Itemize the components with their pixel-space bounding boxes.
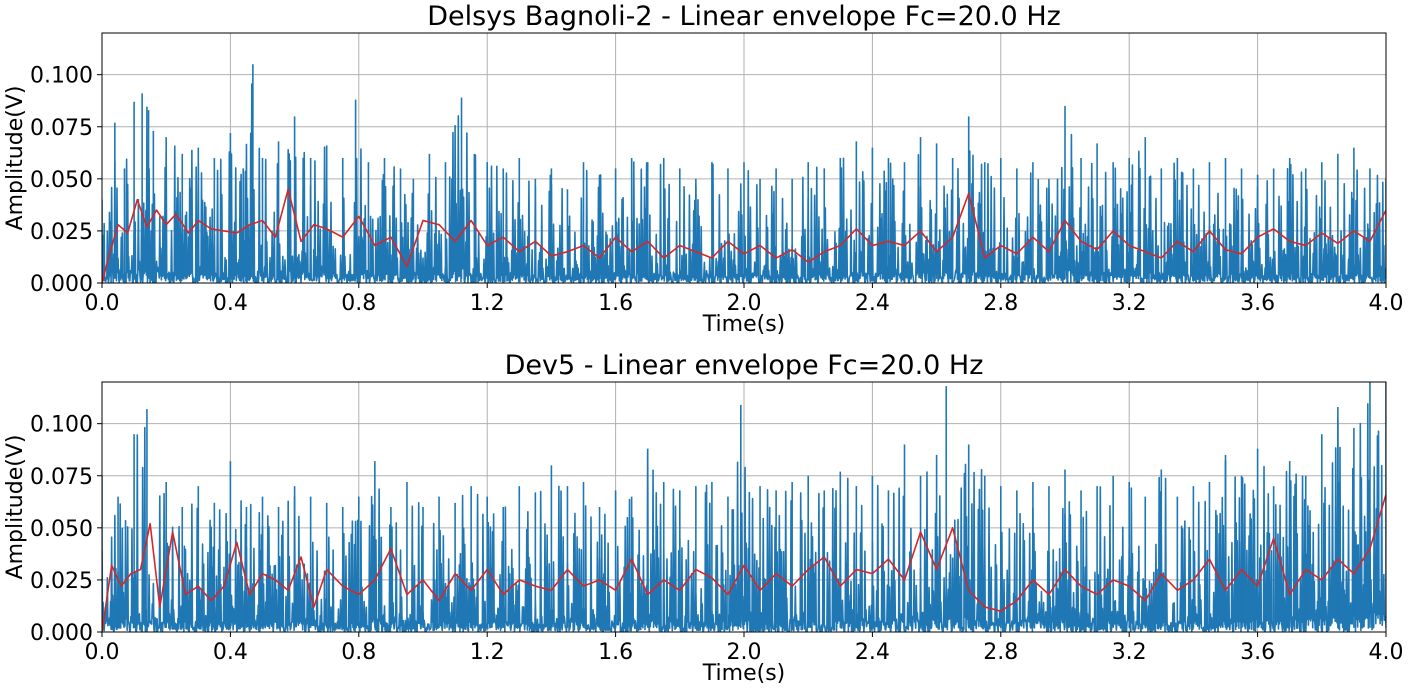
chart-panel-1: 0.0 0.4 0.8 1.2 1.6 2.0 2.4 2.8 3.2 3.6 4.0 0.000 0.… — [3, 1, 1404, 337]
x-tick-label: 3.6 — [1240, 291, 1275, 316]
y-tick-label: 0.075 — [30, 465, 93, 490]
y-tick-label: 0.000 — [30, 621, 93, 646]
x-tick-label: 1.2 — [470, 291, 505, 316]
y-tick-label: 0.100 — [30, 413, 93, 438]
x-tick-label: 3.2 — [1112, 640, 1147, 665]
y-tick-label: 0.025 — [30, 220, 93, 245]
y-tick-label: 0.050 — [30, 168, 93, 193]
x-tick-label: 4.0 — [1369, 291, 1404, 316]
x-tick-label: 0.0 — [85, 291, 120, 316]
x-tick-label: 1.2 — [470, 640, 505, 665]
x-tick-label: 1.6 — [598, 640, 633, 665]
chart-title: Delsys Bagnoli-2 - Linear envelope Fc=20… — [427, 1, 1061, 32]
envelope-line — [102, 494, 1386, 632]
series-group — [102, 64, 1386, 283]
y-tick-label: 0.050 — [30, 517, 93, 542]
x-tick-label: 2.4 — [855, 640, 890, 665]
x-tick-label: 3.2 — [1112, 291, 1147, 316]
y-axis-label: Amplitude(V) — [3, 435, 28, 580]
x-tick-label: 0.4 — [213, 291, 248, 316]
x-tick-label: 0.8 — [341, 291, 376, 316]
x-tick-label: 2.8 — [983, 640, 1018, 665]
x-tick-label: 2.0 — [727, 291, 762, 316]
x-tick-label: 4.0 — [1369, 640, 1404, 665]
x-tick-label: 0.0 — [85, 640, 120, 665]
x-tick-label: 3.6 — [1240, 640, 1275, 665]
x-tick-label: 2.0 — [727, 640, 762, 665]
x-axis-label: Time(s) — [702, 312, 785, 337]
y-tick-label: 0.000 — [30, 272, 93, 297]
x-tick-label: 0.8 — [341, 640, 376, 665]
chart-title: Dev5 - Linear envelope Fc=20.0 Hz — [505, 350, 984, 381]
y-tick-label: 0.075 — [30, 116, 93, 141]
series-group — [102, 382, 1386, 632]
x-axis-label: Time(s) — [702, 661, 785, 686]
x-tick-label: 2.8 — [983, 291, 1018, 316]
x-tick-label: 2.4 — [855, 291, 890, 316]
y-axis-label: Amplitude(V) — [3, 86, 28, 231]
envelope-line — [102, 188, 1386, 283]
x-tick-label: 0.4 — [213, 640, 248, 665]
x-tick-label: 1.6 — [598, 291, 633, 316]
y-tick-label: 0.025 — [30, 569, 93, 594]
y-tick-label: 0.100 — [30, 64, 93, 89]
chart-panel-2: 0.0 0.4 0.8 1.2 1.6 2.0 2.4 2.8 3.2 3.6 4.0 0.000 0.… — [3, 350, 1404, 686]
